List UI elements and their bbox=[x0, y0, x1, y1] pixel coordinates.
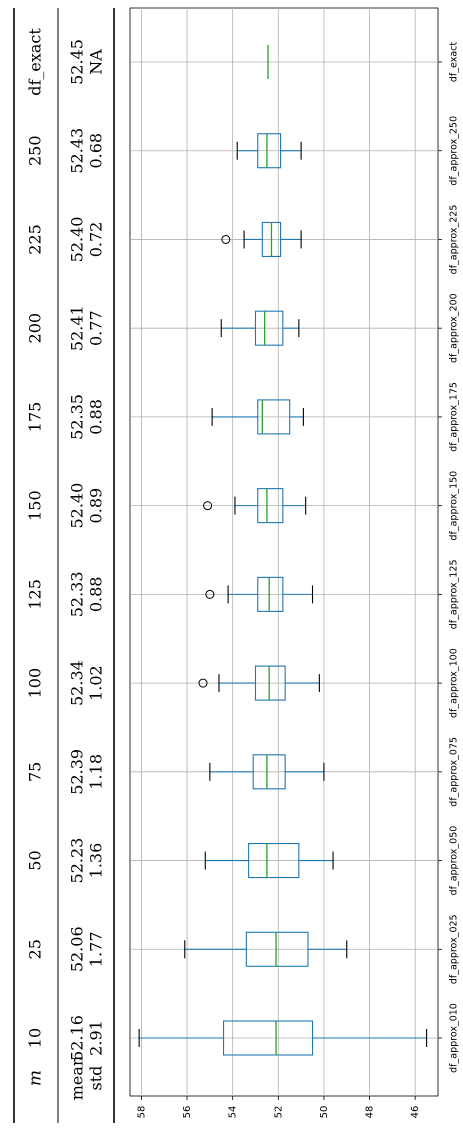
table-cell-std: NA bbox=[87, 49, 106, 75]
table-cell-mean: 52.40 bbox=[68, 217, 87, 263]
outlier-point bbox=[203, 501, 213, 511]
box bbox=[222, 1020, 314, 1056]
box bbox=[252, 754, 286, 790]
table-cell-std: 1.77 bbox=[87, 931, 106, 967]
table-col-header: 75 bbox=[26, 762, 45, 782]
table-cell-mean: 52.34 bbox=[68, 660, 87, 706]
category-tick-label: df_approx_225 bbox=[449, 205, 460, 275]
category-tick-label: df_approx_025 bbox=[449, 914, 460, 984]
table-row-label-std: std bbox=[87, 1066, 106, 1091]
value-tick-label: 56 bbox=[182, 1106, 193, 1119]
category-tick-label: df_approx_150 bbox=[449, 471, 460, 541]
table-cell-std: 0.88 bbox=[87, 399, 106, 435]
table-cell-mean: 52.40 bbox=[68, 483, 87, 529]
table-cell-std: 0.89 bbox=[87, 488, 106, 524]
value-tick-label: 46 bbox=[410, 1106, 421, 1119]
box bbox=[257, 133, 282, 169]
table-cell-mean: 52.39 bbox=[68, 749, 87, 795]
value-tick-label: 48 bbox=[365, 1106, 376, 1119]
value-tick-label: 58 bbox=[136, 1106, 147, 1119]
category-tick-label: df_approx_200 bbox=[449, 293, 460, 363]
table-col-header: 100 bbox=[26, 668, 45, 699]
table-cell-std: 0.68 bbox=[87, 133, 106, 169]
table-cell-mean: 52.35 bbox=[68, 394, 87, 440]
box bbox=[257, 488, 284, 524]
stats-table: m mean std 10 52.16 2.91 25 52.06 1.77 50 52.23 1.3… bbox=[13, 8, 115, 1123]
category-tick-label: df_approx_075 bbox=[449, 737, 460, 807]
box bbox=[254, 665, 286, 701]
table-cell-std: 1.18 bbox=[87, 754, 106, 790]
table-col-header: 250 bbox=[26, 135, 45, 166]
outlier-point bbox=[205, 589, 215, 599]
table-cell-std: 1.02 bbox=[87, 665, 106, 701]
table-cell-std: 0.72 bbox=[87, 222, 106, 258]
table-row-label-mean: mean bbox=[68, 1056, 87, 1100]
value-tick-label: 52 bbox=[273, 1106, 284, 1119]
table-col-header: df_exact bbox=[26, 28, 45, 96]
table-cell-mean: 52.23 bbox=[68, 838, 87, 884]
category-tick-label: df_approx_100 bbox=[449, 648, 460, 718]
table-cell-mean: 52.45 bbox=[68, 39, 87, 85]
category-tick-label: df_approx_125 bbox=[449, 559, 460, 629]
box bbox=[257, 576, 284, 612]
table-cell-std: 0.88 bbox=[87, 577, 106, 613]
box bbox=[248, 842, 300, 879]
category-tick-label: df_approx_175 bbox=[449, 382, 460, 452]
table-cell-mean: 52.41 bbox=[68, 305, 87, 351]
table-col-header: 150 bbox=[26, 490, 45, 521]
outlier-point bbox=[198, 678, 208, 688]
table-cell-mean: 52.33 bbox=[68, 571, 87, 617]
table-cell-std: 1.36 bbox=[87, 843, 106, 879]
value-tick-label: 54 bbox=[228, 1106, 239, 1119]
table-col-header: 200 bbox=[26, 313, 45, 344]
table-col-header: 10 bbox=[26, 1028, 45, 1048]
category-tick-label: df_approx_250 bbox=[449, 116, 460, 186]
table-cell-mean: 52.06 bbox=[68, 926, 87, 972]
box bbox=[254, 310, 284, 346]
boxplot-chart: 58 56 54 52 50 48 46 df_approx_010 df_approx_025… bbox=[129, 7, 460, 1119]
table-cell-mean: 52.16 bbox=[68, 1015, 87, 1061]
box bbox=[245, 931, 309, 967]
category-tick-label: df_exact bbox=[449, 42, 460, 82]
table-col-header: 50 bbox=[26, 850, 45, 870]
outlier-point bbox=[221, 234, 231, 244]
category-tick-label: df_approx_010 bbox=[449, 1003, 460, 1073]
box bbox=[257, 399, 291, 435]
table-col-header: 225 bbox=[26, 224, 45, 255]
value-tick-label: 50 bbox=[319, 1106, 330, 1119]
category-tick-label: df_approx_050 bbox=[449, 826, 460, 896]
table-col-header: 125 bbox=[26, 579, 45, 610]
table-cell-std: 2.91 bbox=[87, 1020, 106, 1056]
table-col-header: 25 bbox=[26, 939, 45, 959]
table-cell-mean: 52.43 bbox=[68, 128, 87, 174]
table-header-label: m bbox=[26, 1070, 46, 1086]
table-col-header: 175 bbox=[26, 402, 45, 433]
table-cell-std: 0.77 bbox=[87, 310, 106, 346]
plot-area bbox=[129, 7, 439, 1097]
